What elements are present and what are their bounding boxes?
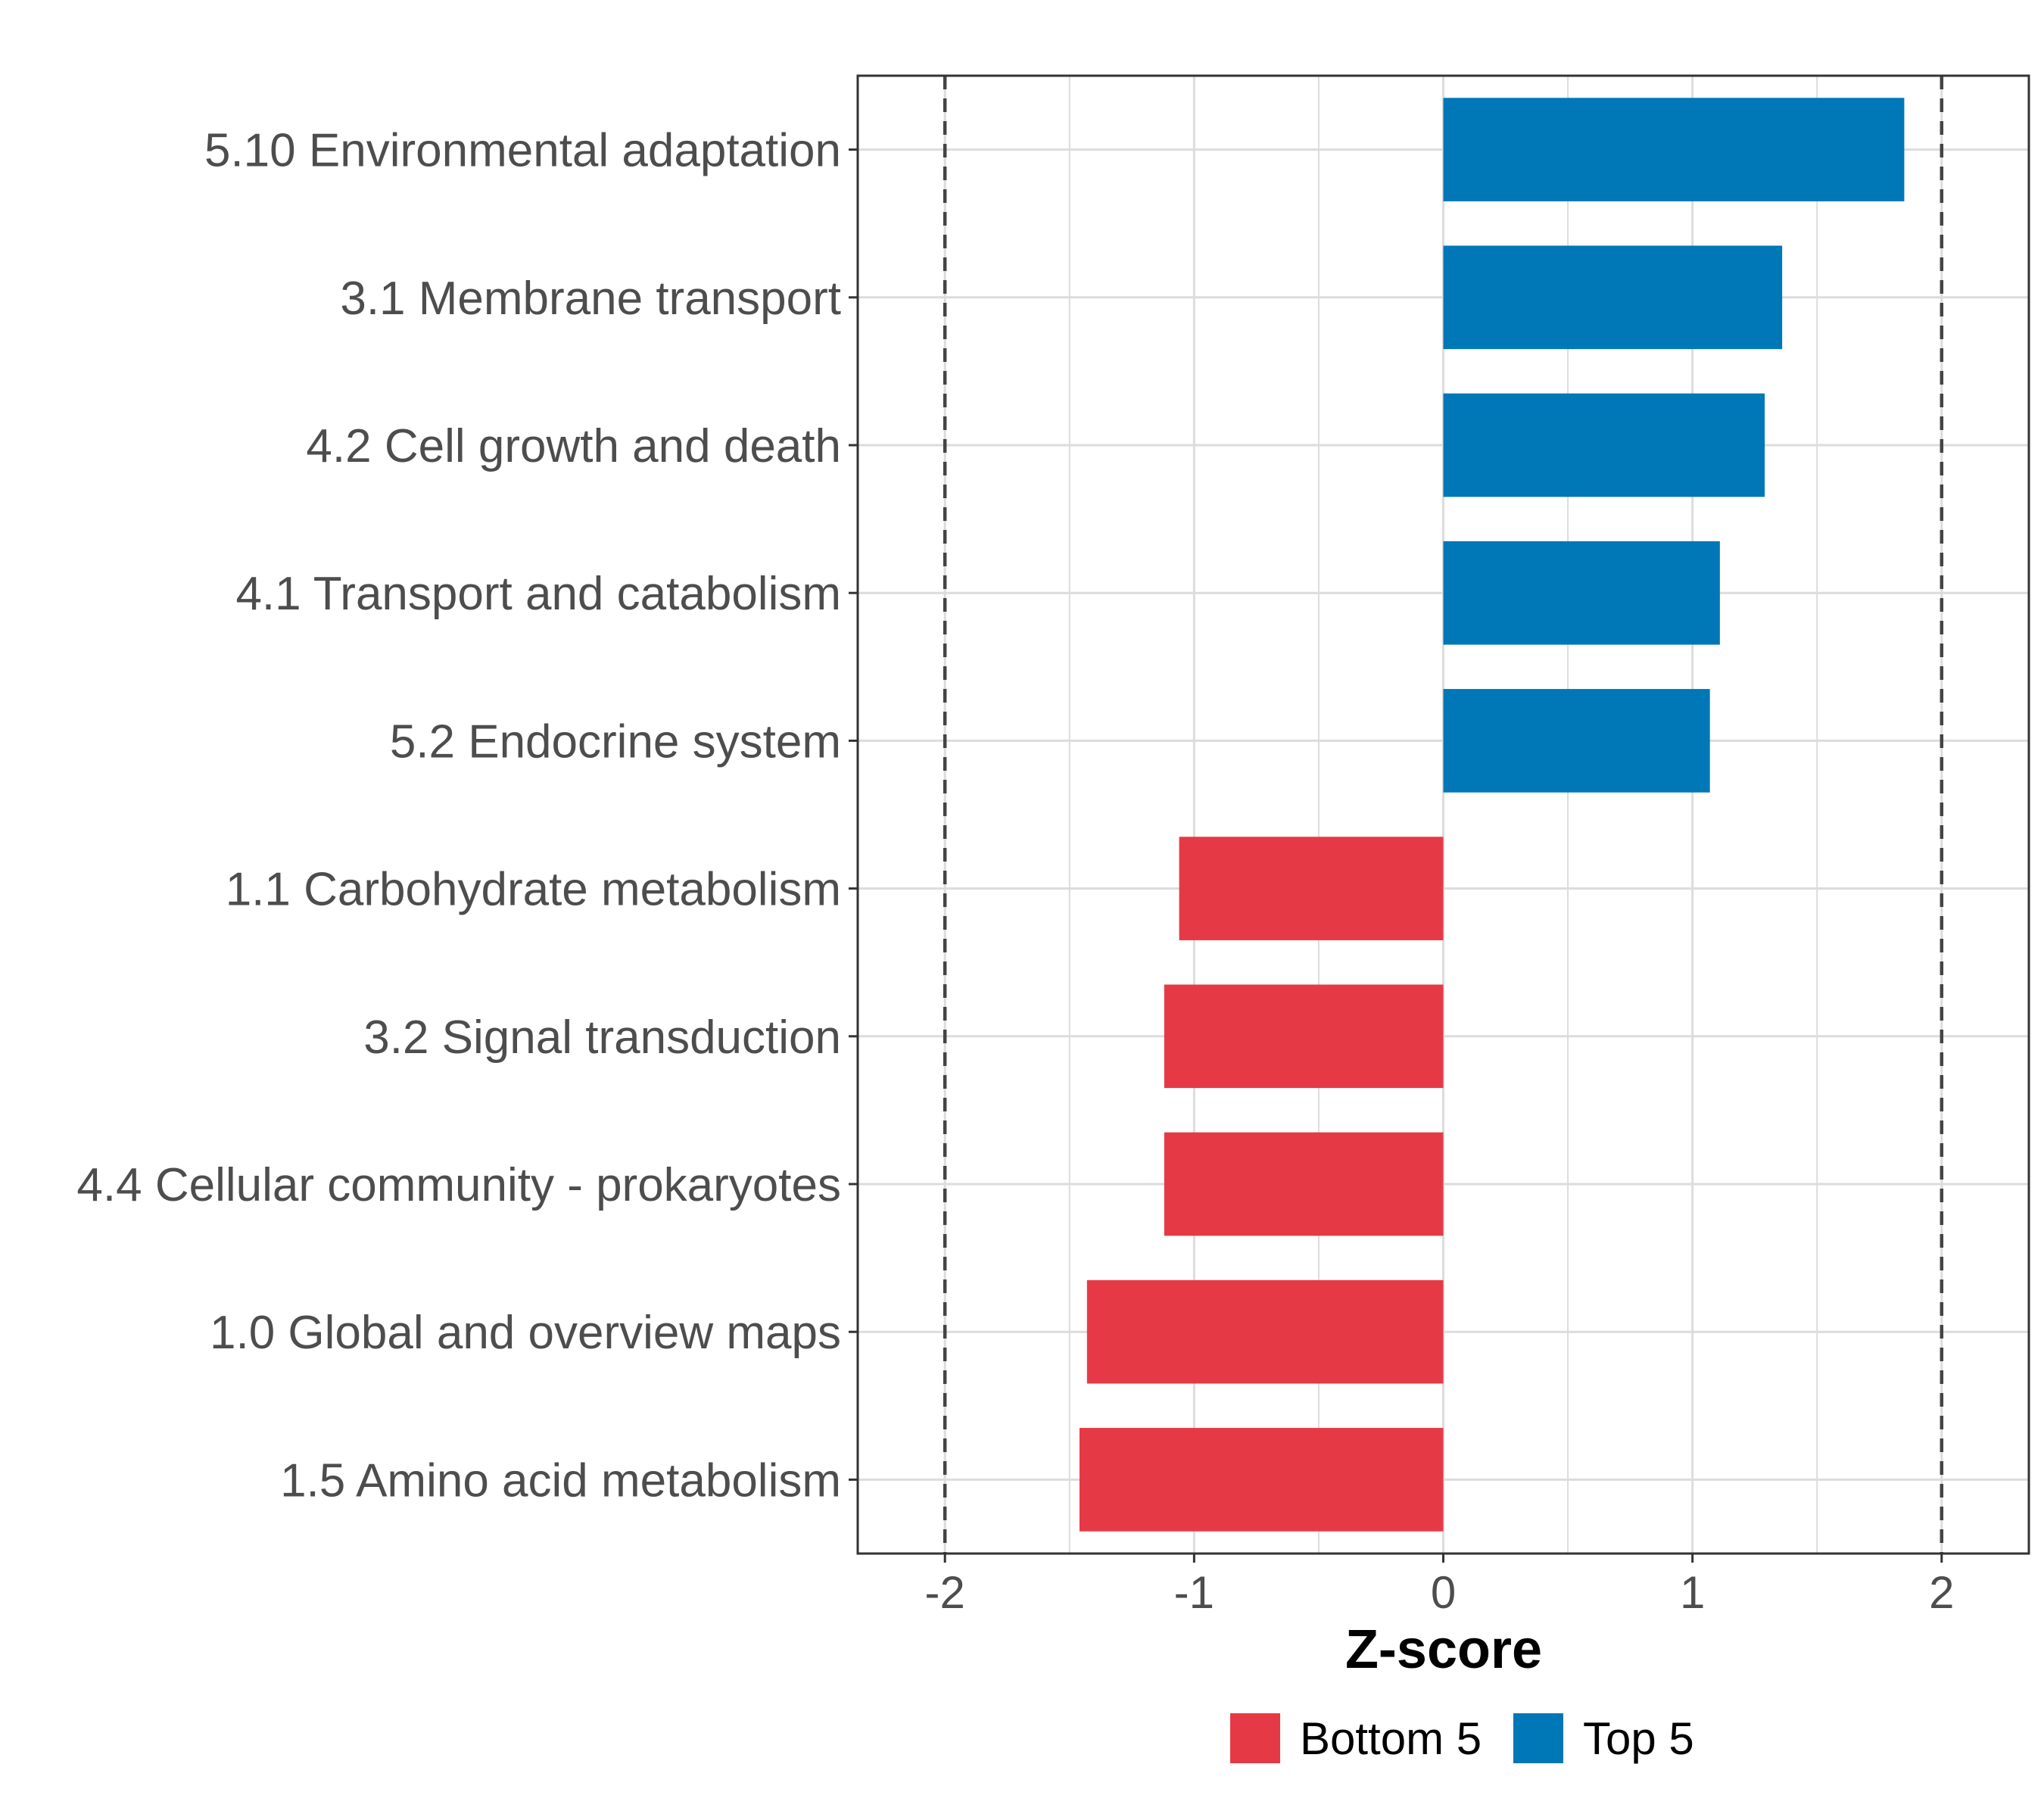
x-axis-title: Z-score [1345,1619,1542,1680]
y-axis-category-label: 1.0 Global and overview maps [210,1307,841,1359]
legend-label: Bottom 5 [1300,1713,1482,1764]
bar-bottom5 [1086,1279,1444,1384]
x-axis-tick-label: 1 [1680,1567,1705,1618]
legend-label: Top 5 [1583,1713,1694,1764]
y-axis-category-label: 3.2 Signal transduction [363,1011,841,1064]
bar-bottom5 [1164,984,1444,1089]
bar-bottom5 [1079,1428,1444,1532]
bar-bottom5 [1164,1132,1444,1236]
bar-top5 [1443,689,1710,793]
legend-swatch [1513,1713,1563,1763]
y-axis-category-label: 4.2 Cell growth and death [306,420,841,472]
y-axis-category-label: 1.1 Carbohydrate metabolism [226,864,841,916]
y-axis-category-label: 1.5 Amino acid metabolism [280,1454,841,1507]
y-axis-category-label: 4.1 Transport and catabolism [235,568,841,620]
y-axis-category-label: 5.2 Endocrine system [390,715,841,768]
bar-bottom5 [1179,837,1444,940]
reference-lines [943,76,1944,1554]
y-axis: 5.10 Environmental adaptation 3.1 Membran… [76,125,858,1507]
x-axis-tick-label: 0 [1431,1567,1456,1618]
bars [1079,98,1905,1532]
x-axis: -2 -1 0 1 2 [925,1554,1954,1618]
bar-top5 [1443,541,1720,645]
legend: Bottom 5 Top 5 [1230,1713,1694,1764]
x-axis-tick-label: 2 [1929,1567,1954,1618]
y-axis-category-label: 5.10 Environmental adaptation [204,125,841,177]
bar-top5 [1443,245,1783,350]
y-axis-category-label: 4.4 Cellular community - prokaryotes [76,1159,841,1211]
x-axis-tick-label: -2 [925,1567,965,1618]
bar-top5 [1443,393,1765,497]
y-axis-category-label: 3.1 Membrane transport [340,273,841,325]
legend-swatch [1230,1713,1280,1763]
x-axis-tick-label: -1 [1174,1567,1214,1618]
bar-top5 [1443,98,1905,201]
